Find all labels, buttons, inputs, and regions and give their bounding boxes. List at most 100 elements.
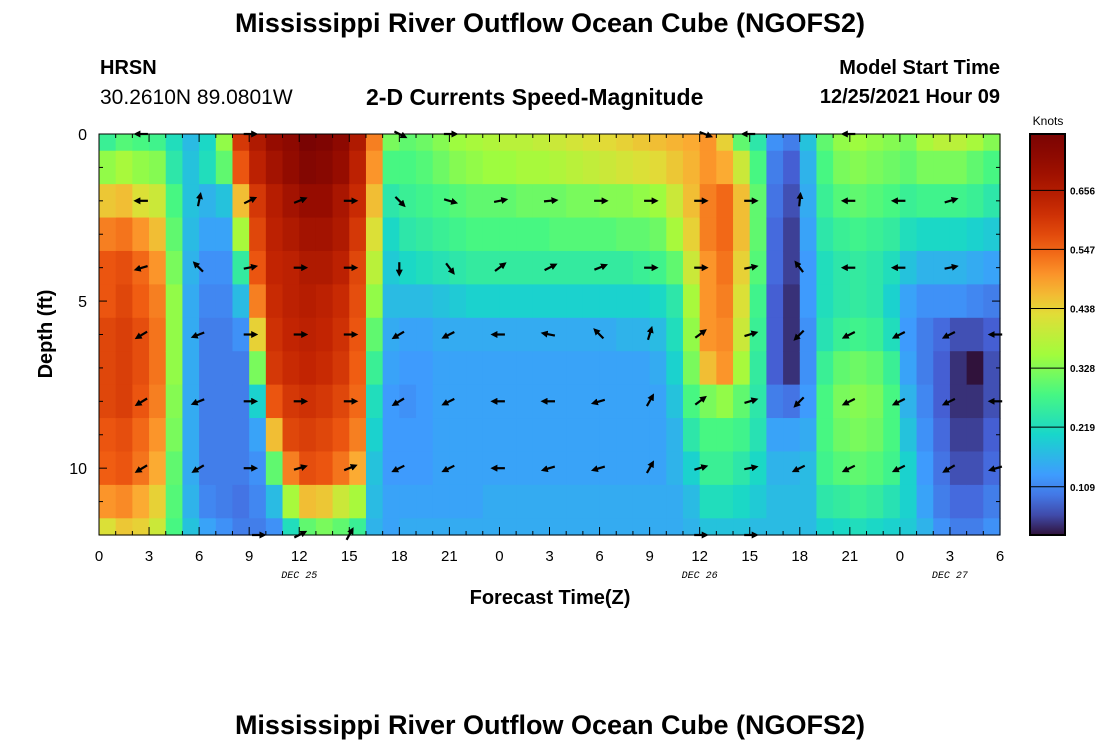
heatmap-cell <box>182 351 200 386</box>
heatmap-cell <box>99 484 117 519</box>
heatmap-cell <box>799 184 818 219</box>
heatmap-cell <box>149 518 167 536</box>
heatmap-cell <box>682 134 701 152</box>
colorbar-tick-label: 0.656 <box>1070 186 1095 197</box>
heatmap-cell <box>165 484 184 519</box>
heatmap-cell <box>966 284 984 319</box>
heatmap-cell <box>766 250 784 285</box>
heatmap-cell <box>933 184 951 219</box>
heatmap-cell <box>215 250 234 285</box>
heatmap-cell <box>182 451 200 486</box>
heatmap-cell <box>149 217 167 252</box>
current-vector <box>841 397 856 406</box>
x-axis: 0 3 6 9 12 15 18 21 0 3 6 9 12 15 18 21 0 3 6 DEC 25 DEC 26 D… <box>95 134 1004 582</box>
heatmap-cell <box>199 451 217 486</box>
heatmap-cell <box>449 317 467 352</box>
current-vector <box>544 263 558 272</box>
heatmap-cell <box>232 217 250 252</box>
heatmap-cell <box>716 451 734 486</box>
heatmap-cell <box>265 484 284 519</box>
heatmap-cell <box>799 150 818 185</box>
heatmap-cell <box>482 351 501 386</box>
x-tick-label: 12 <box>691 548 708 565</box>
x-tick-label: 18 <box>391 548 408 565</box>
heatmap-cell <box>182 184 200 219</box>
heatmap-cell <box>816 384 834 419</box>
heatmap-cell <box>115 217 133 252</box>
heatmap-cell <box>349 351 367 386</box>
heatmap-cell <box>849 518 868 536</box>
heatmap-cell <box>382 184 400 219</box>
heatmap-cell <box>632 351 651 386</box>
date-label: DEC 26 <box>682 571 718 582</box>
current-vector <box>343 464 358 472</box>
heatmap-cell <box>649 484 667 519</box>
current-vector <box>441 331 455 339</box>
heatmap-cell <box>766 317 784 352</box>
heatmap-cell <box>182 484 200 519</box>
heatmap-cell <box>299 150 317 185</box>
heatmap-cell <box>232 134 250 152</box>
heatmap-cell <box>716 134 734 152</box>
heatmap-cell <box>99 317 117 352</box>
heatmap-cell <box>249 518 267 536</box>
heatmap-cell <box>232 284 250 319</box>
heatmap-cell <box>716 484 734 519</box>
heatmap-cell <box>499 217 517 252</box>
heatmap-cell <box>499 418 517 453</box>
heatmap-cell <box>466 284 484 319</box>
heatmap-cell <box>616 150 634 185</box>
heatmap-cell <box>983 134 1001 152</box>
heatmap-cell <box>983 418 1001 453</box>
heatmap-cell <box>399 150 417 185</box>
station-id: HRSN <box>100 57 157 79</box>
heatmap-cell <box>382 250 400 285</box>
heatmap-cell <box>833 351 851 386</box>
heatmap-cell <box>966 134 984 152</box>
current-vector <box>391 464 405 473</box>
model-start-value: 12/25/2021 Hour 09 <box>819 86 1000 108</box>
y-tick-label: 10 <box>69 461 87 478</box>
colorbar-tick-label: 0.219 <box>1070 423 1095 434</box>
heatmap-cell <box>716 184 734 219</box>
heatmap-cell <box>399 317 417 352</box>
heatmap-cell <box>165 150 184 185</box>
heatmap-cell <box>399 250 417 285</box>
heatmap-cell <box>432 284 450 319</box>
heatmap-cell <box>799 250 818 285</box>
heatmap-cell <box>933 250 951 285</box>
heatmap-cell <box>749 150 768 185</box>
heatmap-cell <box>816 518 834 536</box>
heatmap-cell <box>432 150 450 185</box>
heatmap-cell <box>849 284 868 319</box>
heatmap-cell <box>499 451 517 486</box>
heatmap-cell <box>833 418 851 453</box>
heatmap-cell <box>549 518 567 536</box>
current-vector <box>891 464 906 473</box>
heatmap-cell <box>449 384 467 419</box>
heatmap-cell <box>649 284 667 319</box>
heatmap-cell <box>132 284 150 319</box>
heatmap-cell <box>432 250 450 285</box>
heatmap-cell <box>432 217 450 252</box>
heatmap-cell <box>165 250 184 285</box>
heatmap-cell <box>582 484 601 519</box>
heatmap-cell <box>899 518 918 536</box>
heatmap-cell <box>966 317 984 352</box>
current-vector <box>744 464 759 472</box>
heatmap-cell <box>315 351 334 386</box>
heatmap-cell <box>666 351 684 386</box>
heatmap-cell <box>799 284 818 319</box>
current-vector <box>443 198 459 205</box>
heatmap-cell <box>265 284 284 319</box>
heatmap-cell <box>299 184 317 219</box>
heatmap-cell <box>532 217 551 252</box>
heatmap-cell <box>349 484 367 519</box>
current-vector <box>133 264 148 272</box>
date-label: DEC 27 <box>932 571 968 582</box>
heatmap-cell <box>866 217 884 252</box>
heatmap-cell <box>899 351 918 386</box>
heatmap-cell <box>249 134 267 152</box>
heatmap-cell <box>466 518 484 536</box>
heatmap-cell <box>215 317 234 352</box>
